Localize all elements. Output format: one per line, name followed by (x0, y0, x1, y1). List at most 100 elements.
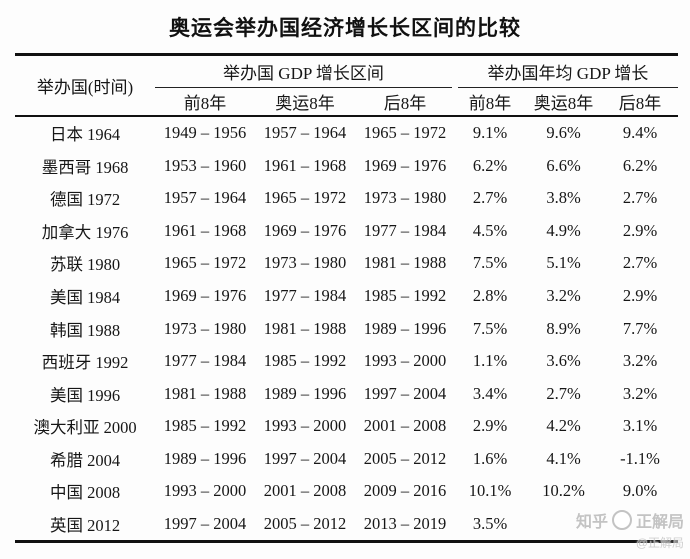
column-header-post8-interval: 后8年 (383, 94, 427, 113)
table-row: 美国 1996 1981 – 1988 1989 – 1996 1997 – 2004… (15, 377, 678, 410)
column-header-host: 举办国(时间) (36, 78, 134, 97)
table-cell: 3.1% (622, 416, 658, 436)
column-group-gdp-interval: 举办国 GDP 增长区间 (155, 56, 452, 88)
table-cell: 2.9% (472, 416, 508, 436)
host-country-cell: 希腊 2004 (49, 450, 121, 470)
host-country-cell: 日本 1964 (49, 125, 121, 145)
table-row: 西班牙 1992 1977 – 1984 1985 – 1992 1993 – 200… (15, 345, 678, 378)
table-row: 苏联 1980 1965 – 1972 1973 – 1980 1981 – 1988… (15, 247, 678, 280)
table-cell: 4.1% (546, 448, 581, 468)
column-header-pre8-interval: 前8年 (183, 94, 227, 113)
table-cell: 1969 – 1976 (263, 220, 347, 240)
table-cell: 9.6% (546, 123, 581, 143)
table-cell: 1997 – 2004 (263, 448, 347, 468)
table: 举办国(时间) 举办国 GDP 增长区间 举办国年均 GDP 增长 前8年 奥运… (15, 53, 678, 544)
host-country-cell: 西班牙 1992 (41, 353, 129, 373)
table-row: 加拿大 1976 1961 – 1968 1969 – 1976 1977 – 198… (15, 215, 678, 248)
table-cell: 1949 – 1956 (163, 123, 247, 143)
table-cell: 7.5% (472, 318, 508, 338)
table-header-rule (15, 115, 678, 117)
table-cell: 5.1% (546, 253, 581, 273)
table-cell: 2.7% (472, 188, 508, 208)
table-cell: 1973 – 1980 (363, 188, 447, 208)
table-cell: 6.2% (472, 155, 508, 175)
table-row: 德国 1972 1957 – 1964 1965 – 1972 1973 – 1980… (15, 182, 678, 215)
table-row: 日本 1964 1949 – 1956 1957 – 1964 1965 – 1972… (15, 117, 678, 150)
table-cell: 1993 – 2000 (163, 481, 247, 501)
host-country-cell: 韩国 1988 (49, 320, 121, 340)
column-group-gdp-annual: 举办国年均 GDP 增长 (458, 56, 678, 88)
table-cell: 1993 – 2000 (363, 351, 447, 371)
table-cell: 1.1% (472, 351, 508, 371)
table-cell: 2013 – 2019 (363, 513, 447, 533)
table-cell: 7.5% (472, 253, 508, 273)
table-cell: -1.1% (620, 448, 660, 468)
table-cell: 1973 – 1980 (163, 318, 247, 338)
table-cell: 6.2% (622, 155, 658, 175)
table-cell: 1969 – 1976 (363, 155, 447, 175)
table-cell: 1961 – 1968 (263, 155, 347, 175)
table-cell: 9.1% (472, 123, 508, 143)
table-cell: 1965 – 1972 (363, 123, 447, 143)
table-cell: 4.9% (546, 220, 581, 240)
table-cell: 9.0% (622, 481, 658, 501)
header-sub-row: 前8年 奥运8年 后8年 前8年 奥运8年 后8年 (155, 88, 678, 115)
table-cell: 2009 – 2016 (363, 481, 447, 501)
watermark-line2: @正解局 (635, 536, 684, 550)
column-header-post8-growth: 后8年 (618, 94, 662, 113)
table-cell: 1981 – 1988 (263, 318, 347, 338)
table-cell: 3.4% (472, 383, 508, 403)
host-country-cell: 苏联 1980 (49, 255, 121, 275)
table-row: 澳大利亚 2000 1985 – 1992 1993 – 2000 2001 – 20… (15, 410, 678, 443)
table-cell: 1961 – 1968 (163, 220, 247, 240)
table-cell: 2001 – 2008 (263, 481, 347, 501)
table-cell: 1985 – 1992 (263, 351, 347, 371)
column-header-olympic8-interval: 奥运8年 (275, 94, 335, 113)
table-row: 墨西哥 1968 1953 – 1960 1961 – 1968 1969 – 197… (15, 150, 678, 183)
table-header: 举办国(时间) 举办国 GDP 增长区间 举办国年均 GDP 增长 前8年 奥运… (15, 56, 678, 115)
table-cell: 4.2% (546, 416, 581, 436)
table-row: 韩国 1988 1973 – 1980 1981 – 1988 1989 – 1996… (15, 312, 678, 345)
host-country-cell: 澳大利亚 2000 (33, 418, 137, 438)
table-cell: 8.9% (546, 318, 581, 338)
table-bottom-rule (15, 540, 678, 544)
host-country-cell: 加拿大 1976 (41, 222, 129, 242)
host-country-cell: 英国 2012 (49, 515, 121, 535)
table-cell: 1989 – 1996 (163, 448, 247, 468)
host-country-cell: 美国 1996 (49, 385, 121, 405)
table-cell: 3.5% (472, 513, 508, 533)
table-cell: 2.7% (622, 253, 658, 273)
table-cell: 2.7% (622, 188, 658, 208)
table-cell: 1985 – 1992 (163, 416, 247, 436)
table-cell: 1989 – 1996 (263, 383, 347, 403)
host-country-cell: 墨西哥 1968 (41, 157, 129, 177)
host-country-cell: 中国 2008 (49, 483, 121, 503)
table-cell: 1989 – 1996 (363, 318, 447, 338)
table-cell: 3.2% (546, 286, 581, 305)
table-row: 中国 2008 1993 – 2000 2001 – 2008 2009 – 2016… (15, 475, 678, 508)
watermark: 知乎 正解局 @正解局 (576, 508, 684, 551)
host-country-cell: 德国 1972 (49, 190, 121, 210)
table-cell: 10.2% (542, 481, 585, 501)
table-row: 美国 1984 1969 – 1976 1977 – 1984 1985 – 1992… (15, 280, 678, 313)
table-cell: 6.6% (546, 155, 581, 175)
table-cell: 1957 – 1964 (263, 123, 347, 143)
table-row: 英国 2012 1997 – 2004 2005 – 2012 2013 – 2019… (15, 508, 678, 541)
table-cell: 1965 – 1972 (163, 253, 247, 273)
table-body: 日本 1964 1949 – 1956 1957 – 1964 1965 – 1972… (15, 117, 678, 540)
table-cell: 2.8% (472, 286, 508, 305)
table-cell: 2.9% (622, 220, 658, 240)
table-cell: 9.4% (622, 123, 658, 143)
table-cell: 1997 – 2004 (163, 513, 247, 533)
table-cell: 4.5% (472, 220, 508, 240)
table-cell: 1977 – 1984 (263, 286, 347, 305)
table-cell: 3.2% (622, 383, 658, 403)
page-title: 奥运会举办国经济增长长区间的比较 (169, 16, 521, 40)
host-country-cell: 美国 1984 (49, 288, 121, 307)
watermark-logo-icon (611, 510, 632, 530)
table-cell: 1985 – 1992 (363, 286, 447, 305)
table-cell: 1973 – 1980 (263, 253, 347, 273)
table-cell: 1997 – 2004 (363, 383, 447, 403)
column-header-olympic8-growth: 奥运8年 (533, 94, 594, 113)
table-cell: 2001 – 2008 (363, 416, 447, 436)
